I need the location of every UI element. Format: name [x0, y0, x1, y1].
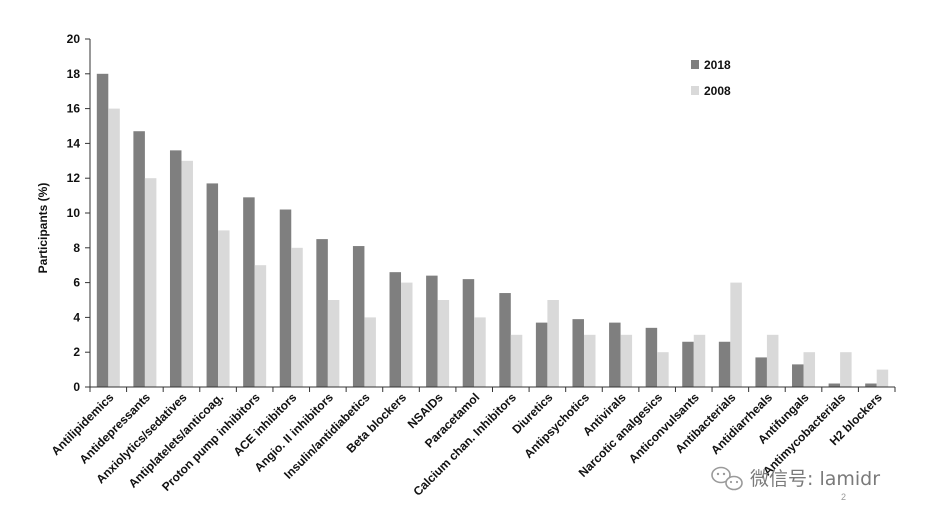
bar-2008-21	[876, 369, 889, 387]
bar-2018-12	[535, 322, 548, 387]
x-category-label: Antipsychotics	[521, 390, 592, 461]
y-tick-label: 12	[67, 171, 81, 185]
bar-2008-13	[583, 334, 596, 387]
legend-swatch-2018	[691, 60, 699, 69]
bar-2018-10	[462, 279, 475, 387]
bar-2008-16	[693, 334, 706, 387]
bar-2008-10	[474, 317, 486, 387]
bar-2018-3	[206, 183, 219, 387]
bar-2008-2	[181, 160, 193, 387]
bar-2018-16	[682, 341, 694, 387]
page-number: 2	[841, 492, 846, 502]
bar-2018-4	[243, 197, 255, 387]
bar-2008-12	[547, 300, 559, 387]
watermark-text: 微信号: lamidr	[750, 468, 880, 490]
y-tick-label: 16	[67, 102, 81, 116]
bar-2008-3	[218, 230, 230, 387]
y-axis-label: Participants (%)	[36, 183, 50, 274]
legend: 2018 2008	[691, 58, 731, 98]
x-category-label: ACE inhibitors	[231, 390, 300, 459]
legend-label-2018: 2018	[704, 58, 731, 72]
bar-2008-4	[254, 265, 267, 387]
bar-2008-11	[510, 334, 523, 387]
bar-2018-8	[389, 272, 402, 387]
y-tick-label: 18	[67, 67, 81, 81]
bar-2008-19	[803, 352, 816, 387]
bar-2008-18	[766, 334, 779, 387]
y-tick-label: 2	[73, 345, 80, 359]
bar-2008-0	[108, 108, 120, 387]
watermark: 微信号: lamidr 2	[711, 466, 880, 502]
legend-swatch-2008	[691, 86, 699, 95]
bar-2018-14	[609, 322, 621, 387]
bar-2008-8	[401, 282, 413, 387]
y-tick-label: 4	[73, 310, 80, 324]
bar-2018-9	[426, 275, 438, 387]
y-axis: 0 2 4 6 8 10 12 14 16 18 20	[67, 32, 91, 394]
bar-2018-19	[792, 364, 804, 387]
bar-2008-15	[657, 352, 669, 387]
bar-2008-20	[840, 352, 852, 387]
bar-2008-9	[437, 300, 450, 387]
bar-2018-0	[96, 73, 109, 388]
wechat-icon	[711, 466, 743, 491]
y-tick-label: 14	[67, 136, 81, 150]
bar-2008-7	[364, 317, 376, 387]
bar-2008-14	[620, 334, 633, 387]
bar-2018-2	[169, 150, 182, 387]
bar-2018-20	[828, 383, 841, 387]
y-tick-label: 0	[73, 380, 80, 394]
y-tick-label: 10	[67, 206, 81, 220]
bar-2018-21	[865, 383, 877, 387]
bar-2018-15	[645, 327, 658, 387]
legend-label-2008: 2008	[704, 84, 731, 98]
bar-2018-17	[718, 341, 731, 387]
bar-2018-1	[133, 131, 145, 387]
bar-2018-18	[755, 357, 767, 387]
bar-2018-5	[279, 209, 292, 387]
bar-2018-13	[572, 319, 584, 387]
bar-2008-1	[144, 178, 157, 387]
y-tick-label: 6	[73, 276, 80, 290]
y-tick-label: 8	[73, 241, 80, 255]
y-tick-label: 20	[67, 32, 81, 46]
bars	[96, 73, 889, 388]
bar-2008-5	[291, 247, 303, 387]
bar-2008-6	[327, 300, 340, 387]
bar-2018-7	[352, 246, 365, 387]
bar-2008-17	[730, 282, 742, 387]
x-category-label: Antilipidemics	[49, 390, 117, 458]
bar-2018-6	[316, 239, 328, 387]
bar-2018-11	[499, 293, 511, 387]
